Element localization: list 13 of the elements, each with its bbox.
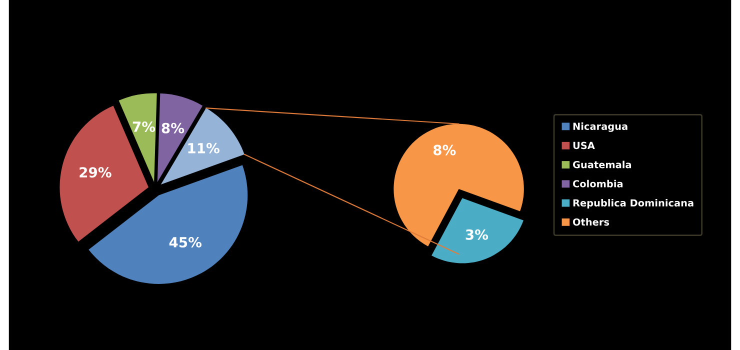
legend-label: Others (572, 218, 610, 226)
legend-label: Nicaragua (573, 122, 628, 132)
data-label: 3% (466, 229, 488, 240)
data-label: 8% (433, 144, 456, 156)
data-label: 7% (132, 121, 156, 132)
legend-label: Colombia (572, 180, 623, 188)
data-label: 29% (80, 167, 112, 178)
data-label: 11% (188, 142, 220, 154)
data-label: 45% (169, 236, 202, 248)
legend-label: Republica Dominicana (573, 199, 694, 208)
legend-label: USA (573, 142, 595, 150)
legend-label: Guatemala (572, 160, 632, 168)
data-label: 8% (162, 122, 184, 134)
